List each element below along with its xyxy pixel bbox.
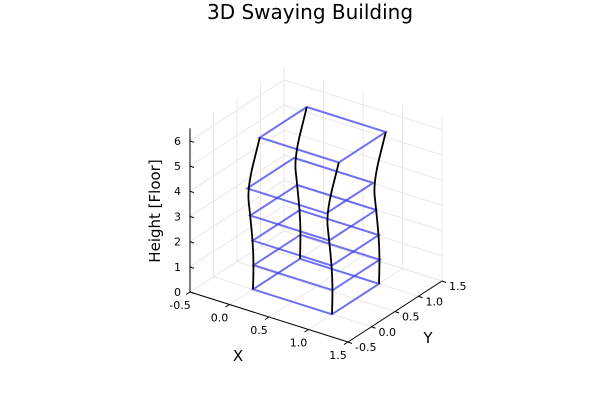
z-tick-mark xyxy=(189,215,195,219)
z-tick-mark xyxy=(189,165,195,168)
z-tick-label: 5 xyxy=(174,160,181,173)
z-tick-label: 1 xyxy=(174,261,181,274)
y-tick-mark xyxy=(347,341,353,344)
z-tick-label: 2 xyxy=(174,236,181,249)
building-column-1 xyxy=(326,162,340,315)
grid-line xyxy=(283,129,443,181)
floor-level-6 xyxy=(257,105,389,164)
building-column-2 xyxy=(373,131,387,284)
x-tick-label: 0.0 xyxy=(211,312,229,325)
y-axis-label: Y xyxy=(422,329,433,347)
y-tick-label: 1.5 xyxy=(449,280,467,293)
grid-line xyxy=(283,104,443,156)
y-tick-mark xyxy=(418,295,423,299)
x-tick-mark xyxy=(304,329,309,333)
x-tick-label: 0.5 xyxy=(250,324,268,337)
grid-line xyxy=(189,230,285,293)
x-tick-mark xyxy=(343,341,349,345)
z-tick-mark xyxy=(189,266,195,269)
grid-line xyxy=(236,261,396,312)
grid-line xyxy=(189,104,285,167)
building-floors xyxy=(244,105,389,316)
x-axis-label: X xyxy=(233,347,243,365)
floor-level-1 xyxy=(251,233,382,292)
z-tick-mark xyxy=(189,190,195,194)
z-axis-label: Height [Floor] xyxy=(146,159,164,262)
x-tick-mark xyxy=(225,304,230,308)
grid-line xyxy=(189,79,285,142)
z-tick-label: 0 xyxy=(174,286,181,299)
y-tick-mark xyxy=(394,311,400,314)
y-tick-label: 0.5 xyxy=(402,311,420,324)
building-column-3 xyxy=(294,106,308,259)
z-tick-mark xyxy=(189,241,195,244)
z-tick-mark xyxy=(189,140,195,143)
x-tick-mark xyxy=(264,316,270,320)
x-tick-label: 1.0 xyxy=(290,337,308,350)
y-tick-mark xyxy=(441,280,447,283)
z-tick-label: 6 xyxy=(174,135,181,148)
grid-line xyxy=(283,79,443,131)
grid-lines xyxy=(189,67,443,343)
grid-line xyxy=(189,205,285,268)
z-tick-mark xyxy=(189,291,195,294)
x-tick-label: -0.5 xyxy=(169,299,190,312)
building-column-0 xyxy=(247,137,261,290)
floor-level-2 xyxy=(250,209,382,267)
y-tick-label: 0.0 xyxy=(379,326,397,339)
building-columns xyxy=(247,106,387,315)
x-tick-mark xyxy=(185,291,191,295)
x-tick-label: 1.5 xyxy=(329,349,347,362)
grid-line xyxy=(189,154,285,217)
axes xyxy=(185,128,447,345)
z-tick-label: 4 xyxy=(174,185,181,198)
y-tick-mark xyxy=(371,326,376,329)
y-tick-label: -0.5 xyxy=(355,341,376,354)
grid-line xyxy=(283,230,443,282)
grid-line xyxy=(189,180,285,243)
z-tick-label: 3 xyxy=(174,210,181,223)
y-tick-label: 1.0 xyxy=(426,295,444,308)
chart-title: 3D Swaying Building xyxy=(207,0,413,24)
